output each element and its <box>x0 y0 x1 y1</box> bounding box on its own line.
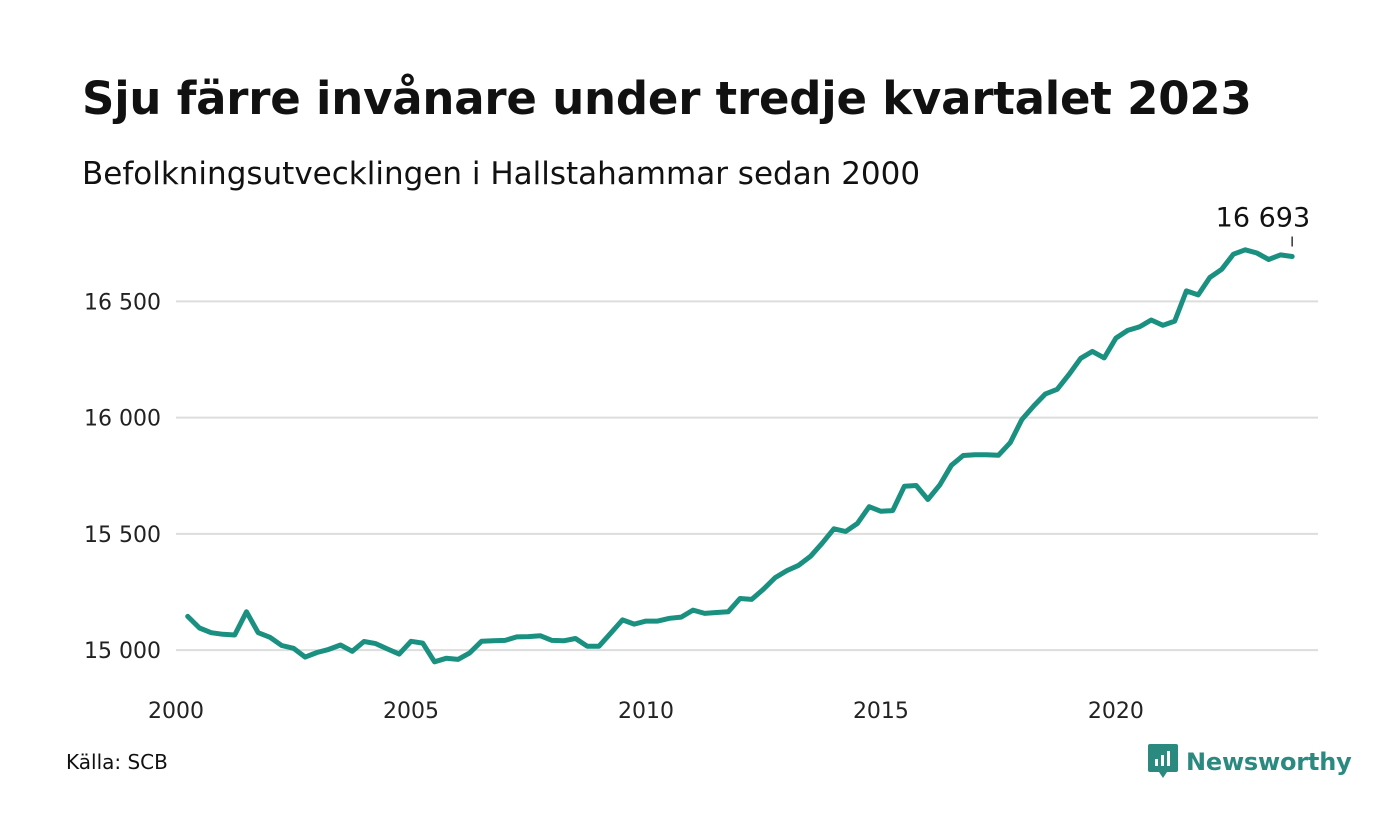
series-line <box>185 247 1295 665</box>
x-tick-label: 2000 <box>148 699 204 724</box>
brand-logo[interactable]: Newsworthy <box>1148 744 1352 780</box>
end-value-label: 16 693 <box>1216 203 1310 234</box>
x-tick-label: 2010 <box>618 699 674 724</box>
y-axis-tick-labels: 15 000 15 500 16 000 16 500 <box>84 290 161 664</box>
y-tick-label: 15 500 <box>84 523 161 548</box>
gridlines <box>176 300 1318 652</box>
y-tick-label: 15 000 <box>84 639 161 664</box>
newsworthy-chat-chart-icon <box>1148 744 1178 778</box>
x-axis-tick-labels: 2000 2005 2010 2015 2020 <box>148 699 1144 724</box>
x-tick-label: 2005 <box>383 699 439 724</box>
chart-subtitle: Befolkningsutvecklingen i Hallstahammar … <box>82 156 921 192</box>
y-tick-label: 16 000 <box>84 407 161 432</box>
y-tick-label: 16 500 <box>84 290 161 315</box>
x-tick-label: 2015 <box>853 699 909 724</box>
brand-name: Newsworthy <box>1186 748 1352 776</box>
source-note: Källa: SCB <box>66 750 168 774</box>
series-group <box>185 247 1295 665</box>
end-annotation: 16 693 <box>1216 203 1310 247</box>
chart-title: Sju färre invånare under tredje kvartale… <box>82 72 1252 125</box>
x-tick-label: 2020 <box>1088 699 1144 724</box>
